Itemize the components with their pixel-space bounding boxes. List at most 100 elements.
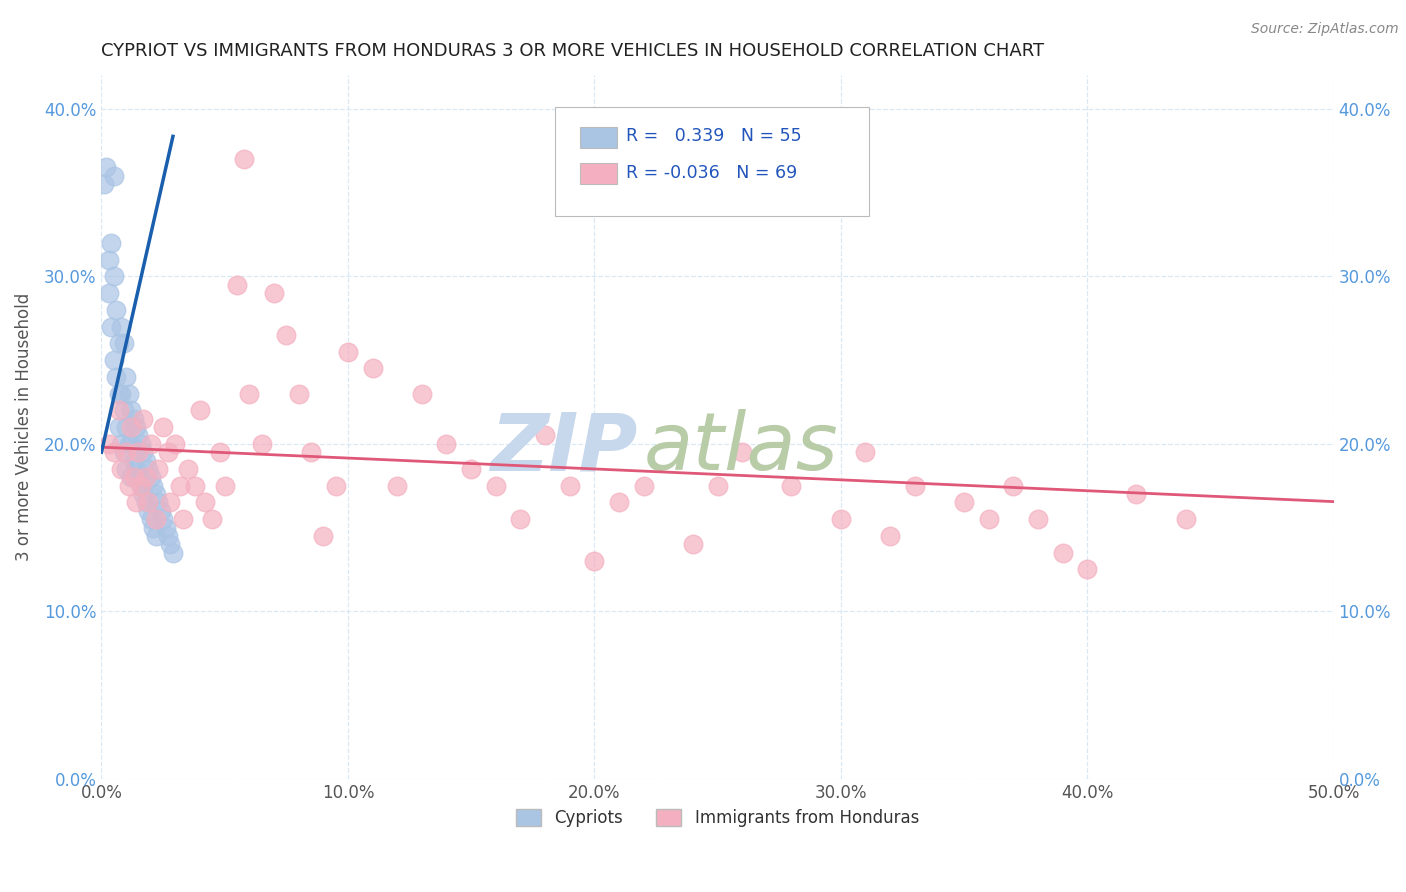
Text: Source: ZipAtlas.com: Source: ZipAtlas.com	[1251, 22, 1399, 37]
Point	[120, 420, 142, 434]
Point	[287, 386, 309, 401]
Point	[129, 479, 152, 493]
Point	[149, 504, 172, 518]
Point	[117, 437, 139, 451]
Point	[436, 437, 458, 451]
Point	[120, 437, 142, 451]
Text: R =   0.339   N = 55: R = 0.339 N = 55	[627, 128, 801, 145]
Point	[1076, 562, 1098, 576]
Point	[93, 177, 115, 191]
Point	[299, 445, 322, 459]
Point	[855, 445, 877, 459]
Point	[830, 512, 852, 526]
Point	[103, 445, 125, 459]
Point	[115, 369, 138, 384]
Point	[276, 327, 298, 342]
FancyBboxPatch shape	[579, 163, 616, 185]
Point	[238, 386, 260, 401]
Point	[132, 445, 155, 459]
Point	[97, 252, 120, 267]
Point	[152, 420, 174, 434]
Point	[485, 479, 508, 493]
Point	[100, 235, 122, 250]
Point	[172, 512, 194, 526]
Point	[780, 479, 803, 493]
Point	[159, 495, 181, 509]
Point	[135, 495, 157, 509]
Point	[107, 420, 129, 434]
Point	[188, 403, 211, 417]
Point	[411, 386, 433, 401]
Point	[509, 512, 531, 526]
Point	[325, 479, 347, 493]
FancyBboxPatch shape	[555, 107, 869, 216]
Point	[136, 462, 159, 476]
Point	[159, 537, 181, 551]
Point	[145, 529, 167, 543]
Point	[682, 537, 704, 551]
Point	[122, 470, 145, 484]
Point	[1002, 479, 1025, 493]
Point	[1052, 546, 1074, 560]
Text: ZIP: ZIP	[491, 409, 637, 487]
Point	[460, 462, 482, 476]
Point	[250, 437, 273, 451]
Point	[110, 386, 132, 401]
Point	[117, 479, 139, 493]
Point	[146, 462, 169, 476]
Point	[201, 512, 224, 526]
Point	[145, 512, 167, 526]
Point	[177, 462, 200, 476]
Point	[135, 453, 157, 467]
Point	[100, 319, 122, 334]
Point	[607, 495, 630, 509]
Point	[1125, 487, 1147, 501]
Point	[953, 495, 976, 509]
Point	[214, 479, 236, 493]
Point	[115, 462, 138, 476]
Point	[139, 512, 162, 526]
Point	[97, 437, 120, 451]
Point	[115, 420, 138, 434]
Point	[110, 437, 132, 451]
Point	[534, 428, 557, 442]
Point	[112, 336, 135, 351]
Point	[139, 470, 162, 484]
Legend: Cypriots, Immigrants from Honduras: Cypriots, Immigrants from Honduras	[509, 803, 925, 834]
Point	[156, 445, 179, 459]
Point	[125, 462, 148, 476]
Point	[112, 445, 135, 459]
Point	[120, 470, 142, 484]
Point	[136, 504, 159, 518]
Point	[169, 479, 191, 493]
Point	[97, 285, 120, 300]
Point	[263, 285, 285, 300]
Point	[110, 462, 132, 476]
Point	[904, 479, 927, 493]
Text: R = -0.036   N = 69: R = -0.036 N = 69	[627, 164, 797, 182]
Point	[731, 445, 754, 459]
Point	[139, 437, 162, 451]
Point	[385, 479, 408, 493]
Point	[127, 428, 149, 442]
Point	[115, 445, 138, 459]
Point	[145, 487, 167, 501]
Point	[336, 344, 359, 359]
Point	[112, 403, 135, 417]
Point	[162, 546, 184, 560]
Point	[156, 529, 179, 543]
Point	[194, 495, 217, 509]
Point	[361, 361, 384, 376]
Point	[1026, 512, 1049, 526]
Point	[125, 495, 148, 509]
Point	[152, 512, 174, 526]
Point	[583, 554, 606, 568]
Point	[226, 277, 249, 292]
Point	[558, 479, 581, 493]
Point	[107, 403, 129, 417]
Point	[142, 479, 165, 493]
Point	[312, 529, 335, 543]
Point	[146, 495, 169, 509]
Point	[155, 520, 177, 534]
FancyBboxPatch shape	[579, 127, 616, 148]
